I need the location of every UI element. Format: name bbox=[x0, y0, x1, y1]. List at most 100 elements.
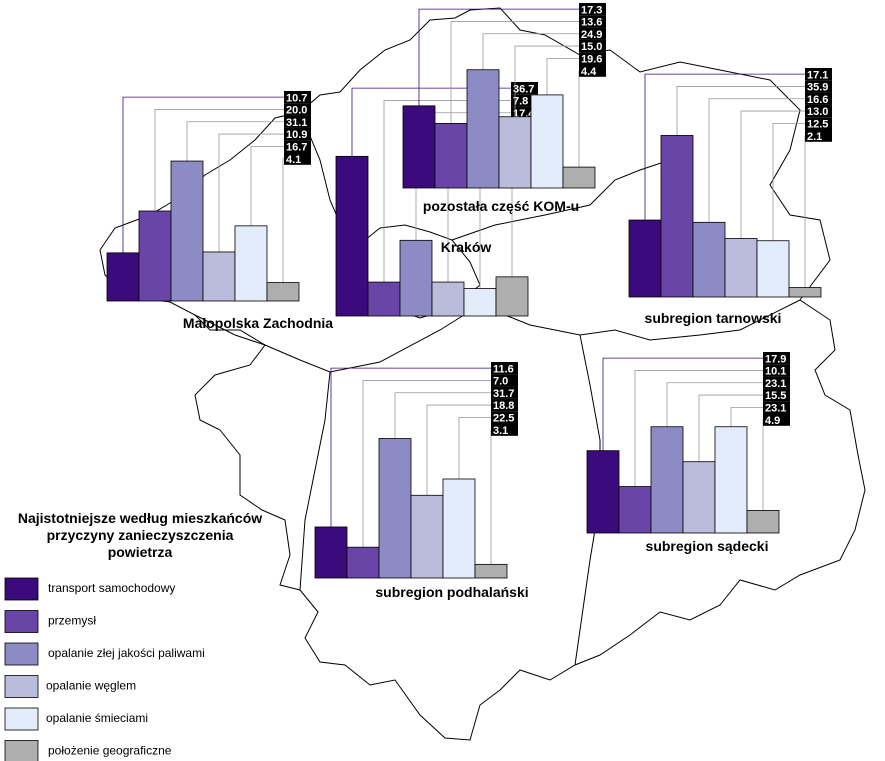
value-label: 10.7 bbox=[286, 92, 307, 104]
leader-line bbox=[458, 416, 491, 479]
value-label: 36.7 bbox=[513, 83, 534, 95]
bar bbox=[495, 276, 529, 317]
leader-line bbox=[394, 392, 491, 439]
region-chart: 17.135.916.613.012.52.1 subregion tarnows… bbox=[628, 68, 832, 326]
bar bbox=[530, 94, 564, 189]
leader-line bbox=[676, 86, 805, 136]
region-chart: 11.67.031.718.822.53.1 subregion podhalań… bbox=[314, 362, 529, 600]
legend-label: opalanie węglem bbox=[46, 679, 136, 693]
value-label-box bbox=[805, 104, 832, 118]
bar bbox=[410, 494, 444, 579]
legend-swatch bbox=[4, 642, 39, 666]
value-label: 4.4 bbox=[581, 66, 597, 78]
value-label: 15.5 bbox=[765, 390, 786, 402]
bar bbox=[106, 252, 140, 302]
bar bbox=[586, 450, 620, 534]
value-label-box bbox=[805, 92, 832, 105]
value-label: 17.1 bbox=[807, 69, 828, 81]
bar bbox=[746, 510, 780, 534]
value-label-box bbox=[763, 376, 790, 389]
value-label: 2.1 bbox=[807, 131, 822, 143]
leader-line bbox=[730, 406, 763, 427]
bar bbox=[431, 281, 465, 317]
bar bbox=[682, 461, 716, 534]
region-chart: 10.720.031.110.916.74.1 Małopolska Zachod… bbox=[106, 91, 333, 331]
value-label-box bbox=[491, 423, 518, 436]
value-label-box bbox=[579, 64, 606, 77]
legend-label: położenie geograficzne bbox=[48, 744, 172, 758]
value-label: 31.7 bbox=[493, 388, 514, 400]
leader-line bbox=[450, 21, 579, 124]
value-label: 4.1 bbox=[286, 154, 301, 166]
value-label-box bbox=[491, 374, 518, 387]
value-label-box bbox=[491, 398, 518, 412]
value-label: 7.0 bbox=[493, 376, 508, 388]
bar bbox=[399, 239, 433, 317]
leader-line bbox=[351, 87, 511, 157]
value-label: 7.8 bbox=[513, 96, 528, 108]
value-label: 23.1 bbox=[765, 378, 786, 390]
bar bbox=[692, 221, 726, 298]
leader-line bbox=[330, 367, 491, 527]
leader-line bbox=[218, 133, 284, 252]
bar bbox=[756, 240, 790, 298]
legend: Najistotniejsze według mieszkańców przycz… bbox=[4, 510, 262, 761]
bar bbox=[714, 426, 748, 534]
value-label-box bbox=[491, 362, 518, 375]
region-title: subregion sądecki bbox=[646, 538, 769, 554]
legend-swatch bbox=[4, 675, 39, 698]
leader-line bbox=[698, 394, 763, 462]
value-label-box bbox=[579, 15, 606, 28]
value-label-box bbox=[579, 3, 606, 16]
value-label: 13.6 bbox=[581, 17, 602, 29]
value-label: 4.9 bbox=[765, 415, 780, 427]
value-label-box bbox=[805, 129, 832, 142]
legend-swatch bbox=[4, 577, 39, 601]
value-label: 22.5 bbox=[493, 413, 514, 425]
bar bbox=[314, 526, 348, 579]
leader-line bbox=[514, 45, 579, 117]
value-label-box bbox=[763, 388, 790, 402]
bar bbox=[618, 486, 652, 534]
legend-title: Najistotniejsze według mieszkańców przycz… bbox=[18, 510, 262, 560]
value-label: 3.1 bbox=[493, 425, 508, 437]
region-title: Kraków bbox=[441, 239, 492, 255]
bar bbox=[170, 160, 204, 302]
leader-line bbox=[426, 404, 491, 496]
value-label: 17.9 bbox=[765, 353, 786, 365]
value-label-box bbox=[284, 91, 311, 104]
value-label-box bbox=[284, 127, 311, 141]
bar bbox=[378, 438, 412, 579]
value-label-box bbox=[284, 140, 311, 153]
value-label: 19.6 bbox=[581, 54, 602, 66]
value-label: 17.3 bbox=[581, 4, 602, 16]
leader-line bbox=[186, 121, 284, 162]
bar bbox=[562, 166, 596, 189]
value-label-box bbox=[579, 27, 606, 40]
inner-border-south bbox=[194, 299, 801, 666]
value-label-box bbox=[284, 103, 311, 116]
legend-swatch bbox=[4, 707, 39, 731]
bar bbox=[788, 287, 822, 298]
value-label-box bbox=[511, 82, 538, 95]
legend-label: przemysł bbox=[48, 614, 96, 628]
bar bbox=[474, 563, 508, 579]
value-label: 35.9 bbox=[807, 82, 828, 94]
bar bbox=[266, 282, 300, 302]
bar bbox=[463, 288, 497, 317]
value-label-box bbox=[763, 413, 790, 426]
bar bbox=[434, 123, 468, 189]
value-label-box bbox=[763, 364, 790, 377]
region-title: subregion tarnowski bbox=[645, 310, 782, 326]
value-label: 11.6 bbox=[493, 363, 514, 375]
legend-label: transport samochodowy bbox=[48, 581, 175, 595]
map-outline bbox=[99, 7, 866, 741]
value-label-box bbox=[284, 115, 311, 128]
voivodeship-border bbox=[99, 7, 866, 741]
bar bbox=[402, 105, 436, 189]
bar bbox=[367, 281, 401, 317]
region-title: pozostała część KOM-u bbox=[423, 198, 579, 214]
leader-line bbox=[602, 357, 763, 451]
